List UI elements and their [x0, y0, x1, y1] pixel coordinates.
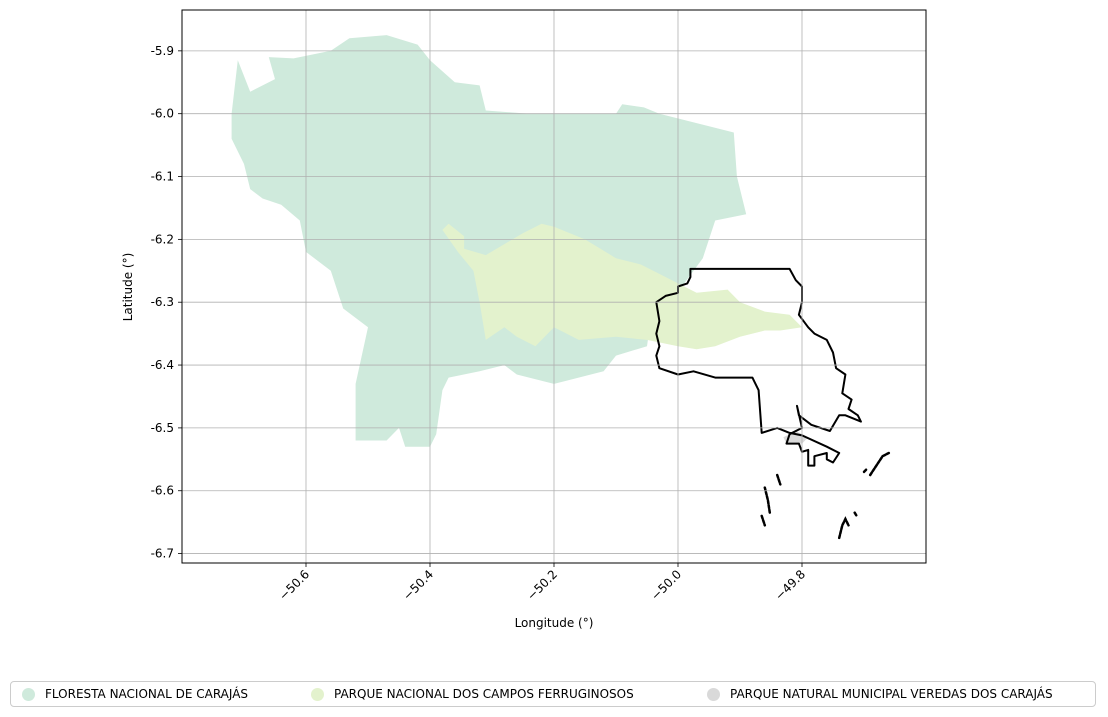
outline-fragment-2	[837, 516, 850, 540]
y-tick-label-4: -6.3	[151, 295, 174, 309]
y-tick-label-6: -6.5	[151, 421, 174, 435]
legend-item-campos-ferruginosos: PARQUE NACIONAL DOS CAMPOS FERRUGINOSOS	[311, 687, 634, 701]
y-tick-label-1: -6.0	[151, 107, 174, 121]
y-tick-label-2: -6.1	[151, 170, 174, 184]
outline-fragment-0	[763, 486, 772, 514]
y-axis-label: Latitude (°)	[121, 253, 135, 322]
x-axis-label: Longitude (°)	[515, 616, 594, 630]
y-tick-label-8: -6.7	[151, 547, 174, 561]
legend-label-floresta: FLORESTA NACIONAL DE CARAJÁS	[45, 687, 249, 701]
x-tick-label-2: −50.2	[524, 567, 560, 603]
x-tick-label-0: −50.6	[276, 567, 312, 603]
legend-marker-floresta	[22, 687, 35, 701]
outline-fragment-5	[862, 467, 869, 474]
outline-fragment-3	[853, 511, 858, 518]
outline-fragment-6	[775, 473, 782, 486]
x-axis-ticks: −50.6 −50.4 −50.2 −50.0 −49.8	[276, 563, 808, 603]
outline-boundary	[655, 267, 862, 467]
legend-marker-veredas	[707, 687, 720, 701]
legend-item-veredas: PARQUE NATURAL MUNICIPAL VEREDAS DOS CAR…	[707, 687, 1053, 701]
legend: FLORESTA NACIONAL DE CARAJÁS PARQUE NACI…	[10, 681, 1096, 707]
grid-lines	[182, 10, 926, 563]
legend-item-floresta: FLORESTA NACIONAL DE CARAJÁS	[22, 687, 248, 701]
y-axis-ticks: -5.9 -6.0 -6.1 -6.2 -6.3 -6.4 -6.5 -6.6 -6.7	[151, 44, 182, 561]
area-1	[442, 223, 802, 350]
legend-label-veredas: PARQUE NATURAL MUNICIPAL VEREDAS DOS CAR…	[730, 687, 1053, 701]
study-area-outline	[655, 267, 891, 540]
legend-label-campos-ferruginosos: PARQUE NACIONAL DOS CAMPOS FERRUGINOSOS	[334, 687, 634, 701]
x-tick-label-4: −49.8	[772, 567, 808, 603]
outline-fragment-1	[760, 514, 767, 527]
y-tick-label-3: -6.2	[151, 232, 174, 246]
y-tick-label-5: -6.4	[151, 358, 174, 372]
y-tick-label-0: -5.9	[151, 44, 174, 58]
x-tick-label-3: −50.0	[648, 567, 684, 603]
outline-fragment-4	[868, 451, 891, 477]
y-tick-label-7: -6.6	[151, 484, 174, 498]
x-tick-label-1: −50.4	[400, 567, 436, 603]
legend-marker-campos-ferruginosos	[311, 687, 324, 701]
area-0	[231, 35, 747, 447]
